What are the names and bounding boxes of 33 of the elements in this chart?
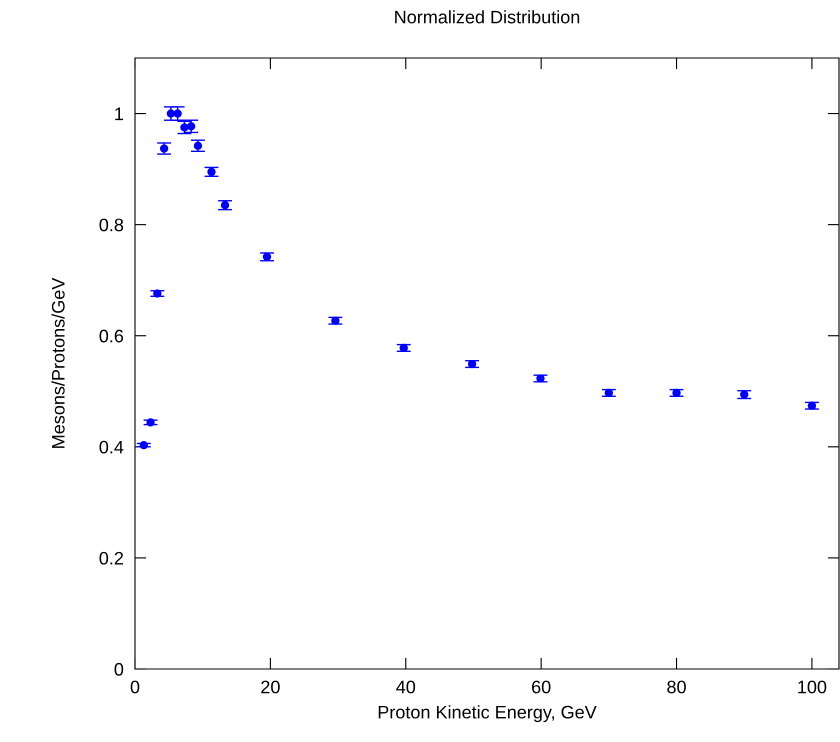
x-tick-label: 100 (798, 680, 826, 694)
point (672, 388, 681, 398)
x-axis-title: Proton Kinetic Energy, GeV (378, 705, 597, 722)
y-axis-title: Mesons/Protons/GeV (51, 278, 65, 448)
point (400, 344, 408, 352)
point (140, 440, 148, 450)
x-tick-label: 20 (261, 680, 280, 694)
point (808, 402, 816, 410)
point (194, 142, 202, 150)
y-tick-label: 0.8 (99, 218, 124, 232)
y-tick-label: 0.4 (99, 440, 124, 454)
point (160, 144, 168, 153)
point (331, 316, 340, 325)
point (604, 388, 614, 398)
x-tick-label: 80 (667, 680, 686, 694)
point (207, 168, 216, 176)
y-tick-label: 0.6 (99, 330, 124, 342)
x-tick-label: 0 (130, 680, 140, 694)
point (740, 390, 748, 399)
y-tick-label: 0 (114, 662, 124, 676)
point (262, 252, 272, 262)
chart-title: Normalized Distribution (395, 10, 580, 24)
x-tick-label: 40 (396, 680, 416, 694)
point (173, 109, 182, 118)
point (166, 109, 176, 118)
y-tick-label: 0.2 (99, 552, 123, 565)
point (220, 201, 230, 210)
point (146, 418, 155, 427)
point (536, 374, 545, 383)
point (153, 289, 162, 298)
y-tick-label: 1 (115, 108, 124, 120)
x-tick-label: 60 (532, 680, 550, 694)
point (468, 360, 476, 368)
